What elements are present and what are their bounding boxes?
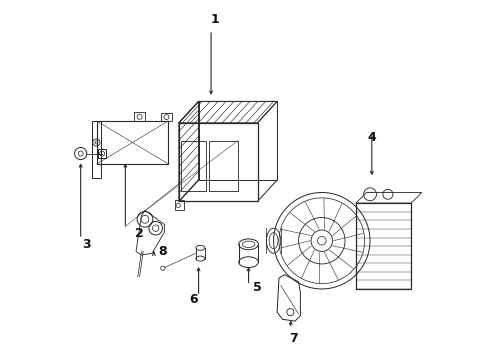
Bar bbox=[134, 112, 145, 121]
Bar bbox=[209, 141, 238, 191]
Text: 2: 2 bbox=[135, 227, 144, 240]
Bar bbox=[97, 121, 168, 164]
Bar bbox=[161, 113, 172, 121]
Text: 1: 1 bbox=[210, 13, 219, 26]
Text: 8: 8 bbox=[159, 245, 167, 258]
Bar bbox=[181, 141, 206, 191]
Text: 7: 7 bbox=[289, 333, 297, 346]
Text: 5: 5 bbox=[253, 281, 262, 294]
Bar bbox=[174, 201, 184, 210]
Bar bbox=[179, 123, 258, 202]
Bar bbox=[93, 121, 101, 178]
Bar bbox=[98, 149, 106, 158]
Bar bbox=[198, 102, 277, 180]
Text: 4: 4 bbox=[368, 131, 376, 144]
Text: 3: 3 bbox=[82, 238, 90, 251]
Bar bbox=[356, 203, 411, 289]
Text: 6: 6 bbox=[189, 293, 197, 306]
